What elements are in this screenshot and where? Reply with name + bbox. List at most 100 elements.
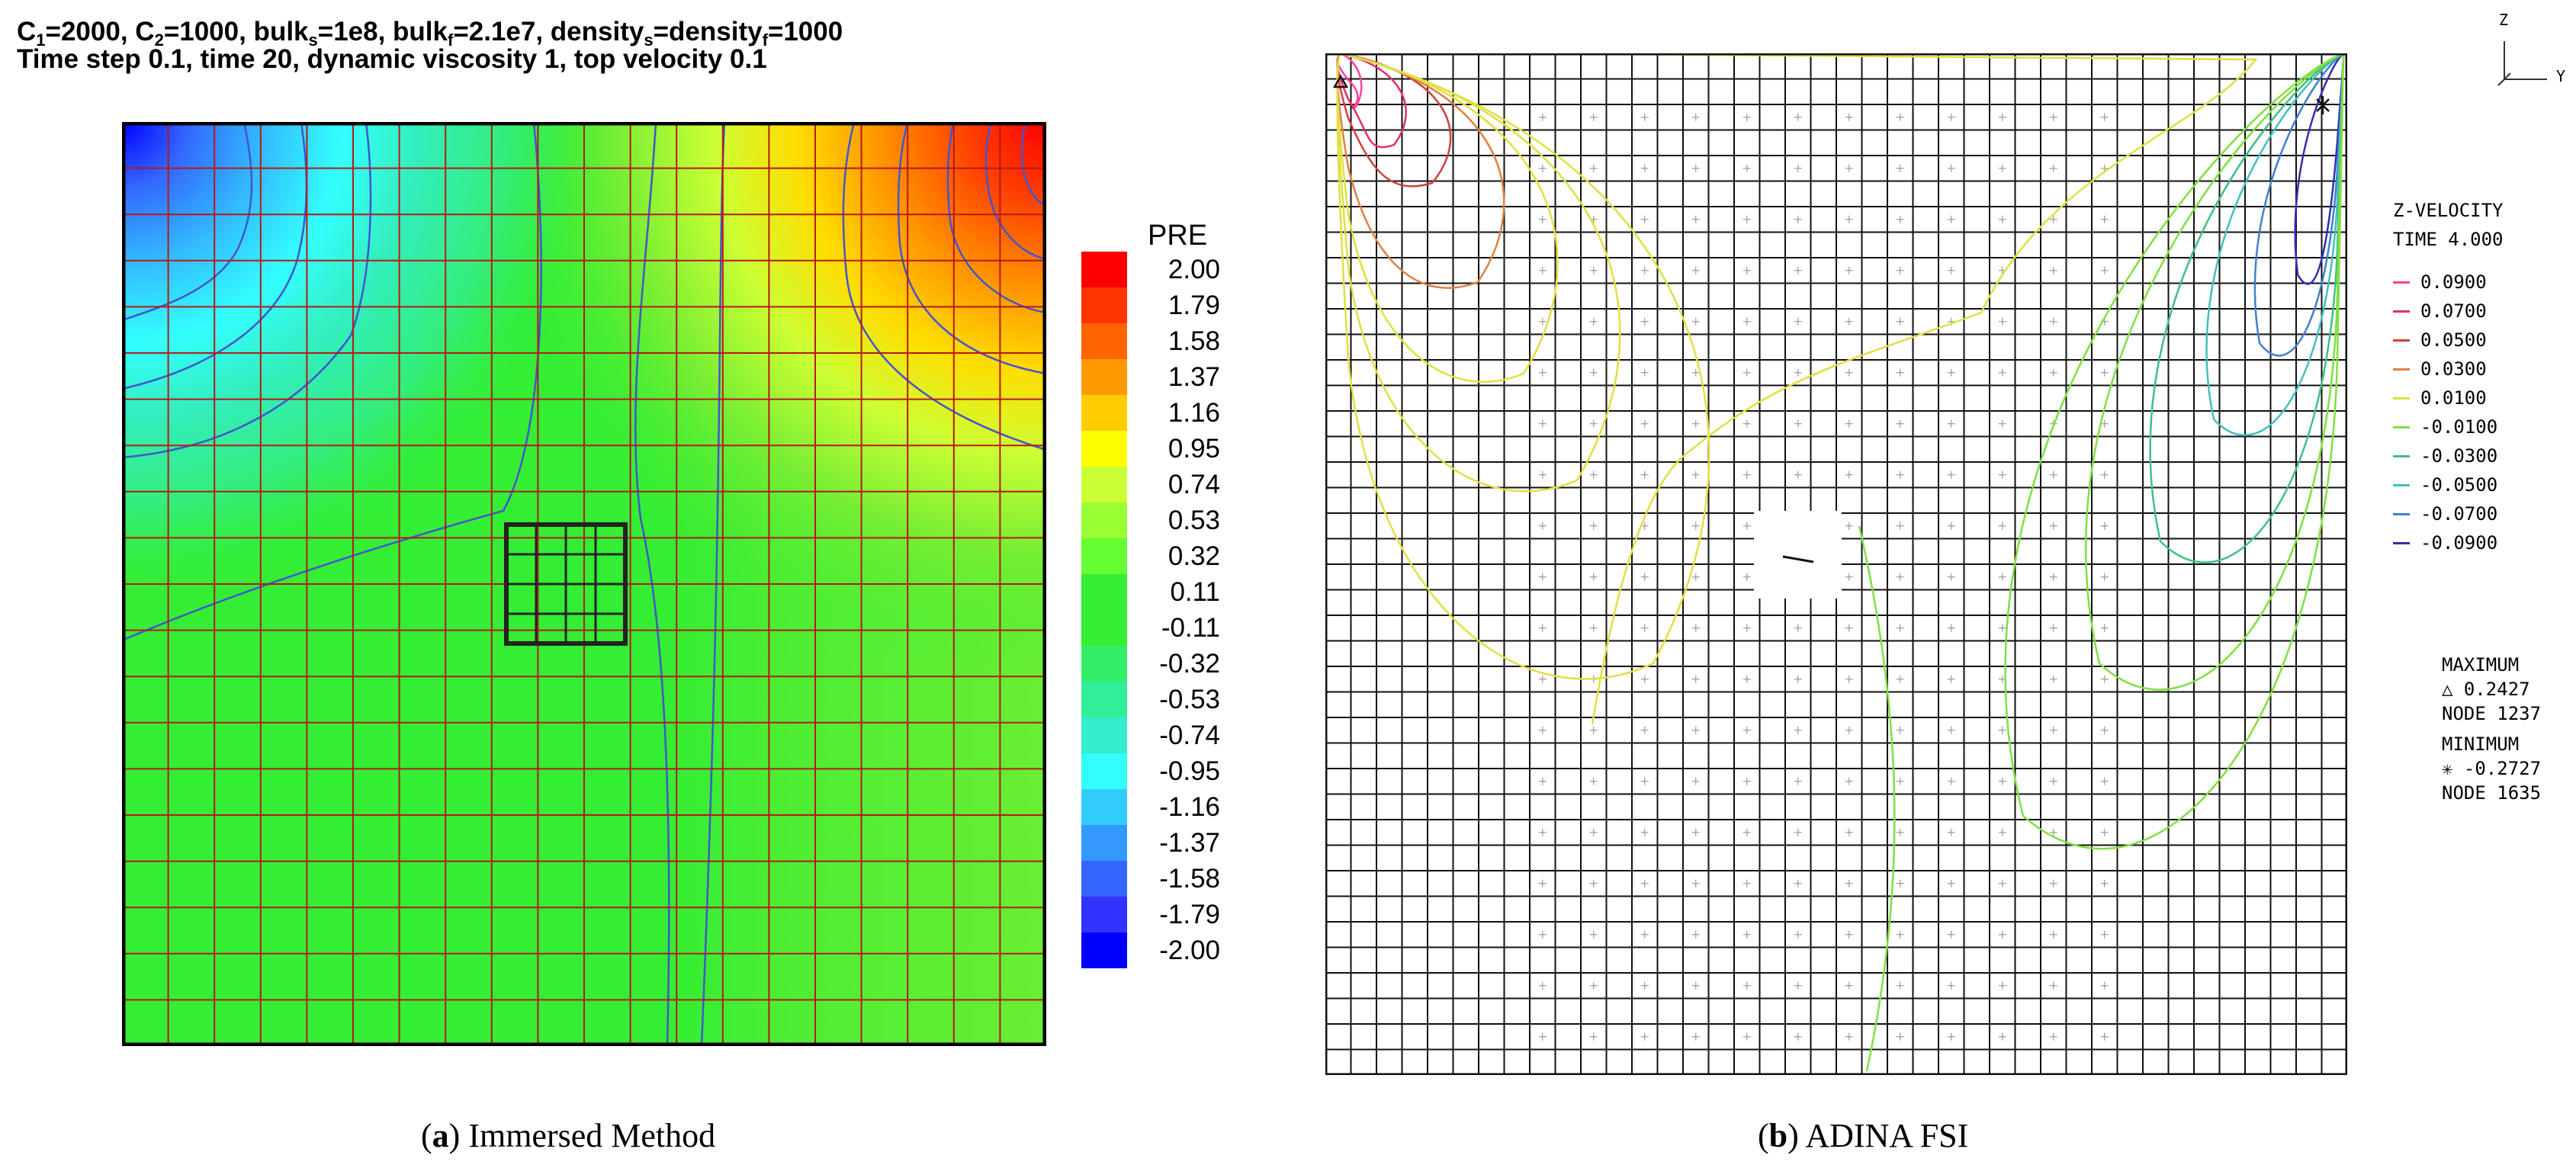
isoline-positive	[1336, 53, 1407, 149]
isoline-positive	[1336, 53, 1710, 680]
solid-needle	[1782, 555, 1814, 563]
isoline-positive	[1336, 53, 1559, 383]
velocity-legend-item: 0.0300	[2393, 358, 2487, 380]
velocity-legend-title-2: TIME 4.000	[2393, 229, 2504, 250]
pressure-legend-title: PRE	[1148, 220, 1208, 252]
isoline	[122, 122, 308, 390]
axis-label-y: Y	[2556, 67, 2566, 85]
axis-label-z: Z	[2499, 11, 2509, 29]
header-part: =2000, C	[45, 17, 155, 47]
triangle-icon: △	[2442, 679, 2453, 700]
header-sub: s	[308, 30, 318, 50]
max-value: 0.2427	[2463, 679, 2530, 700]
velocity-legend-swatch	[2393, 396, 2410, 400]
colorbar-label: 0.11	[1170, 576, 1220, 607]
header-part: =1000	[767, 17, 843, 47]
velocity-legend-item: 0.0900	[2393, 271, 2487, 293]
velocity-legend-swatch	[2393, 425, 2410, 428]
velocity-legend-swatch	[2393, 483, 2410, 486]
isoline	[700, 122, 726, 1046]
colorbar-swatch	[1081, 861, 1127, 897]
velocity-legend-label: 0.0100	[2420, 387, 2487, 409]
colorbar-label: 1.58	[1168, 326, 1220, 356]
velocity-legend-item: -0.0100	[2393, 416, 2497, 438]
header-sub: 2	[154, 30, 164, 50]
colorbar-swatch	[1081, 287, 1127, 324]
caption-a: (a) Immersed Method	[421, 1117, 716, 1154]
colorbar-label: 0.95	[1168, 433, 1220, 464]
velocity-legend-item: -0.0900	[2393, 532, 2497, 554]
colorbar-swatch	[1081, 789, 1127, 826]
min-node: NODE 1635	[2442, 782, 2542, 804]
velocity-legend-label: -0.0500	[2420, 474, 2498, 496]
velocity-legend-swatch	[2393, 281, 2410, 284]
isoline	[122, 122, 253, 322]
isoline-near-zero	[1858, 525, 1896, 1072]
min-value-row: ✳ -0.2727	[2442, 758, 2541, 779]
isoline	[1020, 122, 1046, 207]
colorbar-label: -1.58	[1159, 863, 1220, 894]
min-label: MINIMUM	[2442, 733, 2520, 755]
plot-border	[122, 122, 1046, 1046]
colorbar-label: -0.53	[1159, 684, 1220, 714]
header-part: =1e8, bulk	[317, 17, 448, 47]
velocity-legend-label: -0.0300	[2420, 445, 2498, 467]
colorbar-swatch	[1081, 431, 1127, 467]
velocity-legend-item: -0.0300	[2393, 445, 2497, 467]
colorbar-swatch	[1081, 932, 1127, 968]
velocity-legend-title-1: Z-VELOCITY	[2393, 200, 2504, 221]
velocity-legend-item: 0.0100	[2393, 387, 2487, 409]
colorbar-swatch	[1081, 323, 1127, 360]
colorbar-swatch	[1081, 717, 1127, 754]
solid-mesh	[506, 525, 625, 643]
velocity-legend-swatch	[2393, 367, 2410, 371]
velocity-legend: 0.0900 0.0700 0.0500 0.0300 0.0100 -0.0100 -0.…	[2393, 271, 2561, 576]
velocity-legend-item: -0.0700	[2393, 503, 2497, 525]
pressure-colorbar	[1081, 252, 1127, 968]
header-line-1: C1=2000, C2=1000, bulks=1e8, bulkf=2.1e7…	[17, 17, 843, 49]
header-sub: s	[644, 30, 654, 50]
plot-border	[1325, 53, 2347, 1075]
isoline	[842, 122, 1046, 451]
colorbar-swatch	[1081, 502, 1127, 539]
isoline	[634, 122, 670, 1046]
colorbar-label: 1.79	[1168, 290, 1220, 320]
header-part: =density	[653, 17, 763, 47]
velocity-legend-label: 0.0700	[2420, 300, 2487, 322]
velocity-legend-swatch	[2393, 541, 2410, 544]
header-sub: 1	[36, 30, 46, 50]
colorbar-label: -1.16	[1159, 791, 1220, 822]
colorbar-label: 1.16	[1168, 397, 1220, 428]
header-part: =1000, bulk	[163, 17, 309, 47]
colorbar-swatch	[1081, 897, 1127, 933]
velocity-legend-label: -0.0100	[2420, 416, 2498, 438]
max-marker	[1332, 74, 1349, 88]
colorbar-label: -1.37	[1159, 827, 1220, 858]
colorbar-swatch	[1081, 610, 1127, 647]
colorbar-swatch	[1081, 538, 1127, 575]
colorbar-label: 0.32	[1168, 541, 1220, 571]
velocity-legend-label: 0.0500	[2420, 329, 2487, 351]
colorbar-label: -1.79	[1159, 899, 1220, 929]
pressure-contour-plot	[122, 122, 1046, 1046]
isoline-near-zero	[1523, 53, 2258, 725]
colorbar-swatch	[1081, 825, 1127, 862]
min-value: -0.2727	[2463, 758, 2542, 779]
header-sub: f	[448, 30, 454, 50]
colorbar-swatch	[1081, 753, 1127, 790]
max-node: NODE 1237	[2442, 703, 2542, 724]
colorbar-swatch	[1081, 646, 1127, 682]
asterisk-icon: ✳	[2442, 758, 2453, 779]
pressure-isolines	[122, 122, 1046, 1046]
colorbar-swatch	[1081, 467, 1127, 503]
velocity-isolines	[1336, 53, 2345, 1072]
max-value-row: △ 0.2427	[2442, 679, 2530, 700]
isoline	[122, 122, 542, 642]
isoline-positive	[1336, 53, 1505, 289]
colorbar-label: 0.74	[1168, 469, 1220, 499]
header-part: C	[17, 17, 37, 47]
colorbar-label: 1.37	[1168, 361, 1220, 392]
solid-hole	[1754, 511, 1842, 599]
axis-triad	[2497, 41, 2547, 86]
velocity-legend-label: 0.0900	[2420, 271, 2487, 293]
